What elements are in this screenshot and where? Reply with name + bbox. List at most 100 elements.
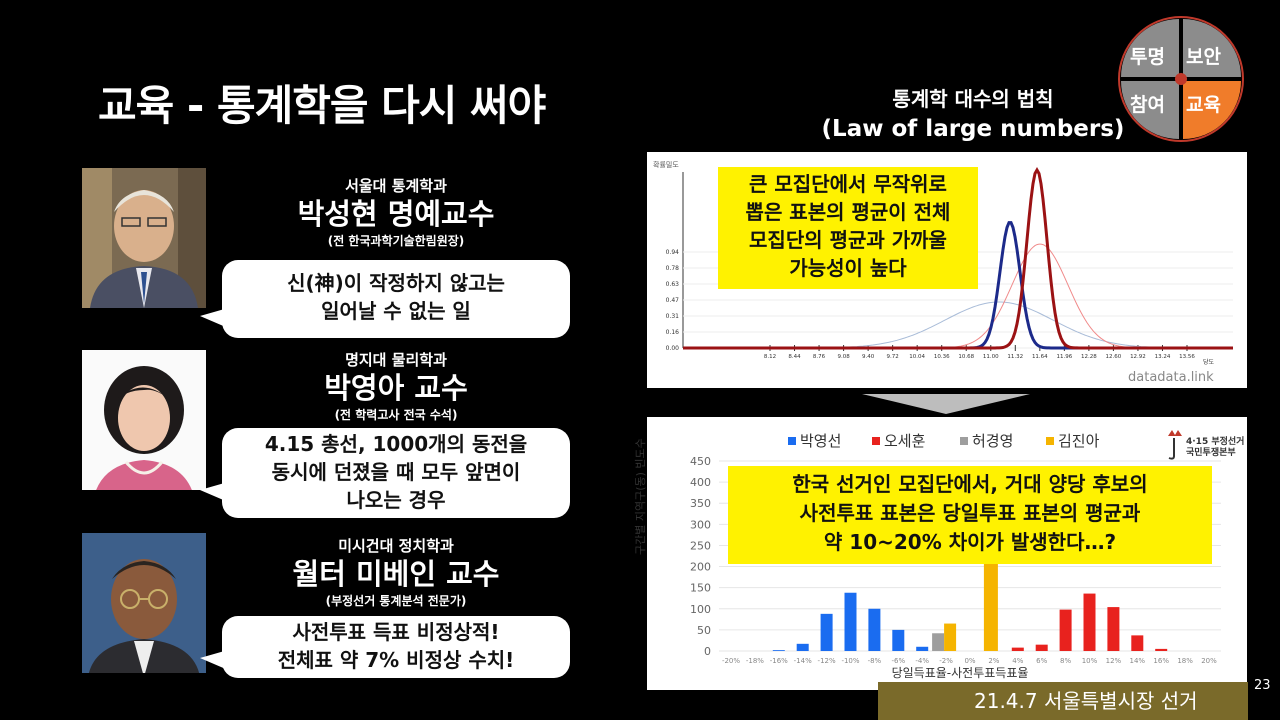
legend-label-4: 김진아 — [1058, 432, 1100, 450]
bar-y-tick: 150 — [690, 582, 711, 595]
logo-q4: 교육 — [1186, 94, 1221, 116]
legend-swatch-4 — [1046, 437, 1054, 445]
law-callout: 큰 모집단에서 무작위로 뽑은 표본의 평균이 전체 모집단의 평균과 가까울 … — [718, 167, 978, 289]
legend-swatch-1 — [788, 437, 796, 445]
normal-x-tick: 12.28 — [1081, 354, 1097, 360]
normal-x-tick: 13.24 — [1155, 354, 1171, 360]
bar-x-tick: 0% — [964, 657, 975, 665]
professor-note-3: (부정선거 통계분석 전문가) — [325, 594, 467, 608]
bar-x-tick: -2% — [939, 657, 953, 665]
bar-1 — [844, 592, 857, 651]
bar-2 — [1011, 647, 1024, 651]
normal-x-tick: 12.92 — [1130, 354, 1146, 360]
professor-note-2: (전 학력고사 전국 수석) — [334, 408, 458, 422]
professor-note-1: (전 한국과학기술한림원장) — [327, 234, 465, 248]
bar-x-tick: 2% — [988, 657, 999, 665]
quote-1-line-2: 일어날 수 없는 일 — [321, 299, 471, 323]
professor-name-2: 박영아 교수 — [324, 371, 468, 405]
normal-x-tick: 10.36 — [934, 354, 950, 360]
law-heading: 통계학 대수의 법칙 (Law of large numbers) — [818, 84, 1128, 144]
legend-label-2: 오세훈 — [884, 432, 926, 450]
bar-x-tick: 18% — [1177, 657, 1193, 665]
normal-x-tick: 13.56 — [1179, 354, 1195, 360]
normal-x-tick: 8.44 — [788, 354, 801, 360]
legend-swatch-2 — [872, 437, 880, 445]
election-callout-line-2: 사전투표 표본은 당일투표 표본의 평균과 — [799, 501, 1141, 525]
page-number: 23 — [1254, 678, 1271, 693]
election-group-line-2: 국민투쟁본부 — [1186, 448, 1236, 458]
normal-x-tick: 11.64 — [1032, 354, 1048, 360]
normal-x-tick: 9.72 — [887, 354, 899, 360]
bar-2 — [1131, 635, 1144, 651]
normal-y-label: 확률밀도 — [653, 161, 679, 169]
speech-tail-3 — [200, 650, 228, 670]
bar-1 — [892, 629, 905, 651]
law-callout-line-3: 모집단의 평균과 가까울 — [749, 228, 947, 252]
bar-x-tick: 14% — [1130, 657, 1146, 665]
bar-x-tick: 16% — [1153, 657, 1169, 665]
bar-2 — [1107, 607, 1120, 651]
bar-3 — [932, 633, 945, 651]
down-arrow-icon — [862, 394, 1030, 414]
bar-1 — [916, 646, 929, 651]
wide-blue-curve — [683, 301, 1233, 349]
normal-x-tick: 11.96 — [1056, 354, 1072, 360]
bar-x-tick: -4% — [915, 657, 929, 665]
bar-y-tick: 200 — [690, 561, 711, 574]
bar-x-tick: -12% — [818, 657, 836, 665]
bar-y-tick: 100 — [690, 603, 711, 616]
professor-dept-2: 명지대 물리학과 — [345, 351, 447, 369]
bar-y-tick: 250 — [690, 539, 711, 552]
footer-caption: 21.4.7 서울특별시장 선거 — [878, 682, 1248, 720]
professor-photo-1 — [82, 168, 206, 308]
logo-q3: 참여 — [1130, 94, 1165, 116]
speech-tail-1 — [200, 308, 228, 328]
election-group-logo: 4·15 부정선거 국민투쟁본부 — [1164, 426, 1244, 462]
election-callout-line-1: 한국 선거인 모집단에서, 거대 양당 후보의 — [792, 472, 1148, 496]
bar-x-tick: -10% — [841, 657, 859, 665]
bar-y-axis-label: 구간별 지역구(동) 빈도수 — [634, 438, 647, 555]
speech-tail-2 — [200, 482, 228, 502]
normal-x-tick: 8.76 — [813, 354, 826, 360]
normal-x-tick: 12.60 — [1106, 354, 1122, 360]
legend-label-1: 박영선 — [800, 432, 842, 450]
normal-y-tick: 0.00 — [666, 345, 680, 352]
bar-1 — [820, 613, 833, 651]
normal-x-label: 당도 — [1203, 358, 1215, 366]
logo-q1: 투명 — [1130, 46, 1165, 68]
normal-x-tick: 10.04 — [909, 354, 925, 360]
normal-x-tick: 11.00 — [983, 354, 999, 360]
bar-2 — [1035, 644, 1048, 651]
bar-x-tick: -6% — [891, 657, 905, 665]
legend-item-3: 허경영 — [960, 430, 1013, 451]
quote-3-line-2: 전체표 약 7% 비정상 수치! — [277, 648, 515, 672]
bar-x-axis-label: 당일득표율-사전투표득표율 — [891, 666, 1029, 680]
professor-photo-2 — [82, 350, 206, 490]
legend-item-4: 김진아 — [1046, 430, 1099, 451]
normal-y-tick: 0.63 — [666, 281, 680, 288]
legend-item-1: 박영선 — [788, 430, 841, 451]
slide-title: 교육 - 통계학을 다시 써야 — [98, 81, 546, 130]
professor-info-1: 서울대 통계학과 박성현 명예교수 (전 한국과학기술한림원장) — [228, 176, 564, 250]
normal-x-tick: 9.08 — [837, 354, 850, 360]
professor-name-1: 박성현 명예교수 — [297, 197, 495, 231]
bar-1 — [796, 643, 809, 651]
normal-x-tick: 11.32 — [1007, 354, 1023, 360]
quote-3-line-1: 사전투표 득표 비정상적! — [292, 620, 500, 644]
logo-q2: 보안 — [1186, 46, 1221, 68]
normal-y-tick: 0.16 — [666, 329, 680, 336]
law-callout-line-2: 뽑은 표본의 평균이 전체 — [745, 200, 951, 224]
bar-y-tick: 50 — [697, 624, 711, 637]
quote-2-line-1: 4.15 총선, 1000개의 동전을 — [264, 432, 528, 456]
normal-y-tick: 0.47 — [666, 297, 680, 304]
quote-2-line-2: 동시에 던졌을 때 모두 앞면이 — [271, 460, 521, 484]
bar-x-tick: 4% — [1012, 657, 1023, 665]
election-callout: 한국 선거인 모집단에서, 거대 양당 후보의 사전투표 표본은 당일투표 표본… — [728, 466, 1212, 564]
quote-2-line-3: 나오는 경우 — [346, 488, 446, 512]
law-callout-line-1: 큰 모집단에서 무작위로 — [749, 172, 947, 196]
normal-y-tick: 0.78 — [666, 265, 680, 272]
professor-dept-3: 미시건대 정치학과 — [338, 537, 454, 555]
bar-2 — [1083, 593, 1096, 651]
normal-x-tick: 8.12 — [764, 354, 776, 360]
bar-y-tick: 0 — [704, 645, 711, 658]
